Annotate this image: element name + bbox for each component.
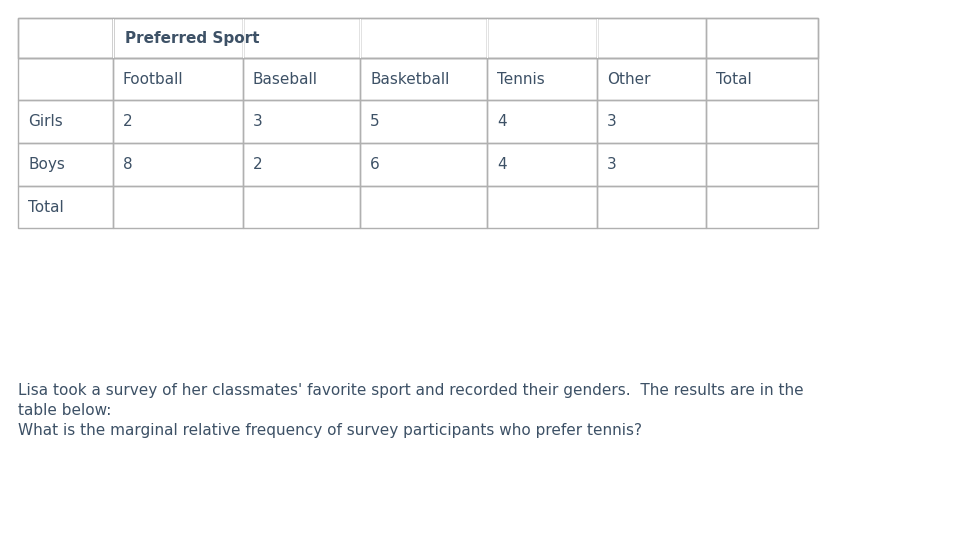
- Text: 2: 2: [123, 114, 132, 129]
- Bar: [487, 58, 597, 100]
- Text: 8: 8: [123, 157, 132, 172]
- Text: Football: Football: [123, 71, 183, 86]
- Text: Boys: Boys: [28, 157, 65, 172]
- Bar: [597, 143, 706, 186]
- Bar: [243, 58, 360, 100]
- Bar: [487, 18, 488, 57]
- Bar: [706, 186, 818, 228]
- Bar: [113, 143, 243, 186]
- Text: Lisa took a survey of her classmates' favorite sport and recorded their genders.: Lisa took a survey of her classmates' fa…: [18, 383, 804, 398]
- Bar: [243, 143, 360, 186]
- Bar: [113, 18, 818, 58]
- Text: 3: 3: [607, 157, 616, 172]
- Text: Girls: Girls: [28, 114, 62, 129]
- Bar: [597, 18, 706, 58]
- Bar: [113, 58, 243, 100]
- Bar: [18, 18, 113, 58]
- Bar: [487, 143, 597, 186]
- Bar: [243, 100, 360, 143]
- Text: Total: Total: [716, 71, 752, 86]
- Text: Baseball: Baseball: [253, 71, 318, 86]
- Bar: [113, 186, 243, 228]
- Text: 3: 3: [607, 114, 616, 129]
- Bar: [706, 18, 818, 58]
- Text: Total: Total: [28, 199, 63, 214]
- Bar: [18, 18, 113, 58]
- Text: table below:: table below:: [18, 403, 111, 418]
- Bar: [596, 18, 597, 57]
- Bar: [113, 18, 243, 58]
- Bar: [487, 100, 597, 143]
- Text: Basketball: Basketball: [370, 71, 449, 86]
- Text: 6: 6: [370, 157, 380, 172]
- Bar: [360, 100, 487, 143]
- Bar: [112, 18, 113, 57]
- Bar: [18, 186, 113, 228]
- Text: 4: 4: [497, 114, 507, 129]
- Text: Tennis: Tennis: [497, 71, 544, 86]
- Text: Preferred Sport: Preferred Sport: [125, 30, 259, 45]
- Bar: [597, 58, 706, 100]
- Bar: [597, 100, 706, 143]
- Bar: [243, 18, 360, 58]
- Text: 5: 5: [370, 114, 379, 129]
- Text: 4: 4: [497, 157, 507, 172]
- Bar: [360, 143, 487, 186]
- Text: 3: 3: [253, 114, 263, 129]
- Bar: [487, 186, 597, 228]
- Bar: [113, 100, 243, 143]
- Bar: [706, 143, 818, 186]
- Text: 2: 2: [253, 157, 263, 172]
- Bar: [18, 100, 113, 143]
- Bar: [18, 58, 113, 100]
- Bar: [360, 58, 487, 100]
- Bar: [706, 58, 818, 100]
- Bar: [243, 18, 244, 57]
- Bar: [360, 18, 487, 58]
- Bar: [18, 143, 113, 186]
- Bar: [487, 18, 597, 58]
- Text: What is the marginal relative frequency of survey participants who prefer tennis: What is the marginal relative frequency …: [18, 423, 642, 438]
- Bar: [597, 186, 706, 228]
- Bar: [706, 100, 818, 143]
- Text: Other: Other: [607, 71, 651, 86]
- Bar: [243, 186, 360, 228]
- Bar: [359, 18, 361, 57]
- Bar: [360, 186, 487, 228]
